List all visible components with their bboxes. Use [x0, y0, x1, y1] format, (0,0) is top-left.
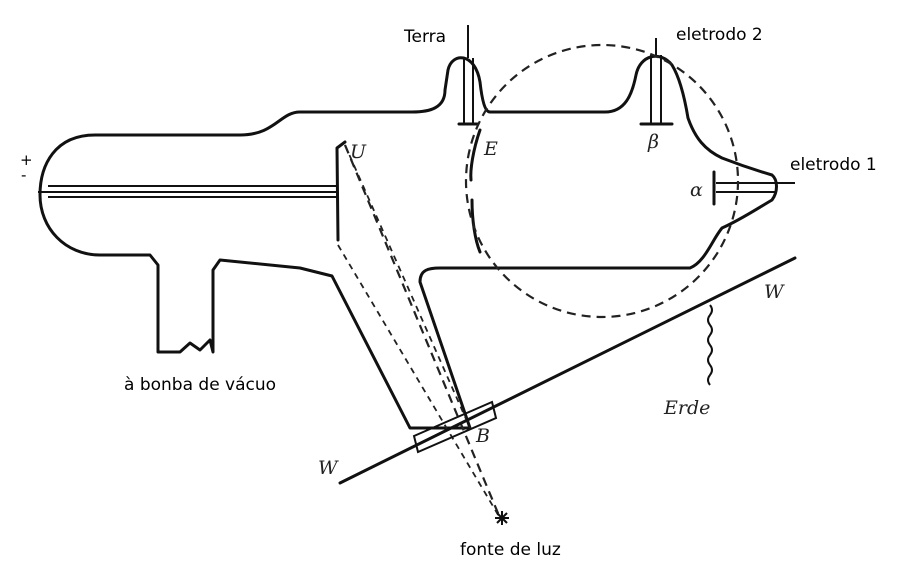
letter-w-right: W: [764, 281, 785, 303]
label-minus: -: [21, 166, 26, 184]
u-plate: [335, 140, 347, 242]
label-fonte-luz: fonte de luz: [460, 540, 561, 560]
label-bomba: à bonba de vácuo: [124, 375, 276, 395]
light-ray-3: [344, 144, 471, 429]
dashed-circle: [464, 43, 740, 319]
e-electrode: [469, 128, 482, 182]
label-terra: Terra: [403, 27, 446, 47]
letter-beta: β: [647, 131, 659, 153]
light-ray-1: [343, 144, 502, 519]
label-eletrodo-2: eletrodo 2: [676, 25, 763, 45]
letter-w-left: W: [318, 457, 339, 479]
letter-e: E: [483, 138, 498, 160]
letter-u: U: [350, 141, 367, 163]
wall-w-line: [338, 256, 797, 485]
label-eletrodo-1: eletrodo 1: [790, 155, 877, 175]
light-ray-2: [337, 244, 501, 519]
label-plus: +: [20, 151, 33, 169]
vessel-outline: [38, 54, 778, 430]
erde-wire: [707, 304, 713, 386]
light-source-star-icon: [495, 511, 509, 525]
letter-b: B: [475, 425, 490, 447]
letter-alpha: α: [690, 179, 703, 201]
label-erde: Erde: [663, 397, 710, 419]
